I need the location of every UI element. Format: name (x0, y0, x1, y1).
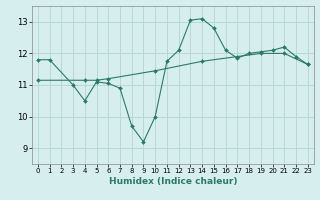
X-axis label: Humidex (Indice chaleur): Humidex (Indice chaleur) (108, 177, 237, 186)
